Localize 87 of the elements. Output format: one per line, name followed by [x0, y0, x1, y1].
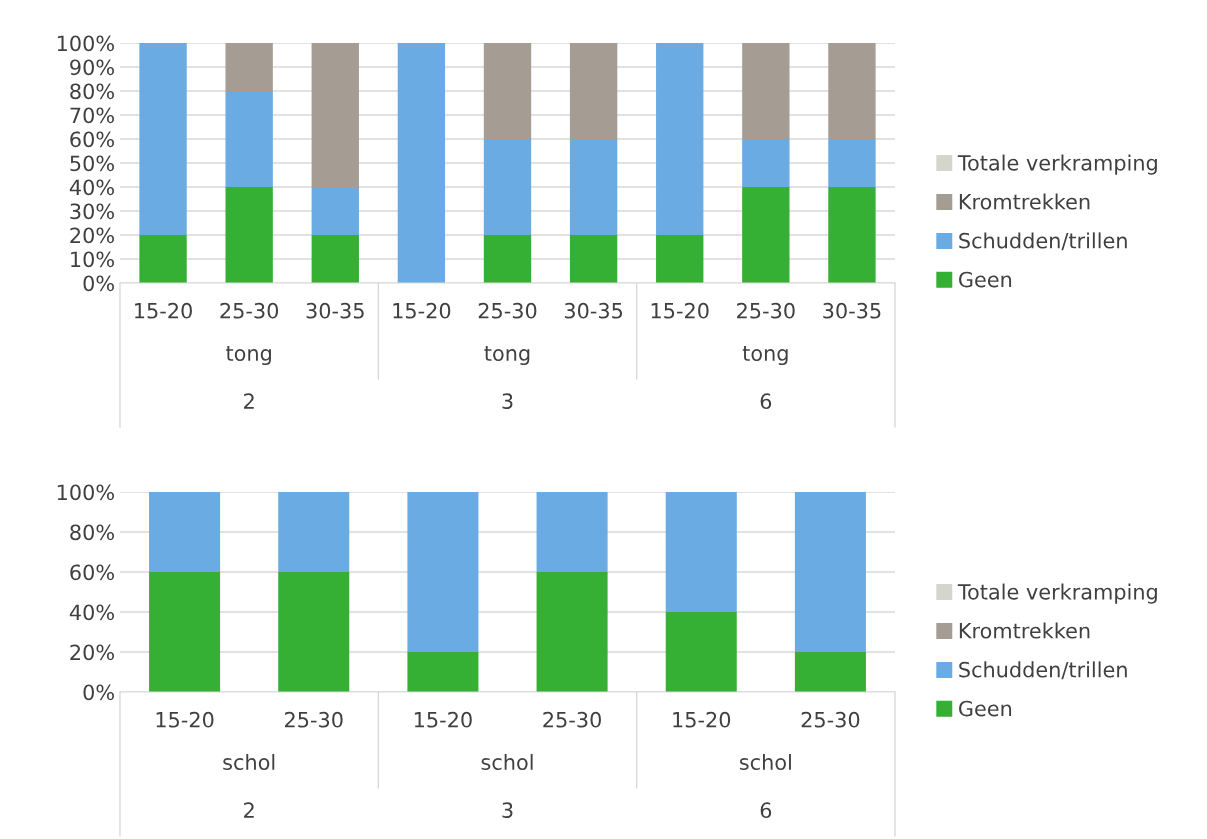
bar	[407, 492, 479, 652]
x-tick-label: 15-20	[651, 302, 709, 319]
x-tick-label: 15-20	[135, 302, 192, 319]
bar	[828, 43, 876, 139]
bar	[665, 492, 737, 612]
bar	[483, 43, 532, 139]
x-tick-label: 25-30	[543, 711, 601, 728]
x-tick-label: 30-35	[564, 302, 623, 319]
legend-label: Geen	[959, 271, 1012, 288]
text: schol	[739, 753, 791, 771]
bar	[483, 235, 532, 283]
bar	[742, 43, 790, 139]
bar	[149, 572, 221, 692]
bar	[149, 492, 221, 572]
x-tick-label: 15-20	[414, 711, 472, 728]
y-tick-label: 0%	[83, 684, 114, 701]
y-tick-label: 40%	[69, 604, 114, 621]
y-tick-label: 10%	[71, 251, 114, 268]
legend-label: Totale verkramping	[957, 583, 1157, 604]
bar	[742, 187, 790, 283]
text: schol	[223, 753, 275, 771]
bar	[139, 235, 187, 283]
bar	[397, 43, 446, 283]
bar	[225, 187, 273, 283]
y-tick-label: 100%	[57, 484, 114, 501]
text: tong	[226, 346, 271, 366]
x-tick-label: 25-30	[801, 711, 860, 728]
y-tick-label: 30%	[70, 203, 114, 220]
bar	[569, 43, 618, 139]
text: 2	[244, 393, 254, 409]
bar	[794, 652, 866, 692]
x-tick-label: 15-20	[156, 711, 214, 728]
bar	[311, 187, 359, 235]
bar	[536, 572, 608, 692]
y-tick-label: 0%	[83, 275, 114, 292]
x-tick-label: 25-30	[285, 711, 343, 728]
y-tick-label: 40%	[69, 179, 114, 196]
bar	[139, 43, 187, 235]
bar	[311, 235, 359, 283]
bar	[742, 139, 790, 187]
bar	[536, 492, 608, 572]
bar	[225, 43, 273, 91]
bar	[407, 652, 479, 692]
legend-label: Kromtrekken	[959, 193, 1090, 210]
legend-label: Schudden/trillen	[959, 232, 1127, 251]
legend-label: Kromtrekken	[959, 622, 1090, 639]
bar	[665, 612, 737, 692]
x-tick-label: 25-30	[220, 302, 279, 319]
text: 3	[502, 802, 513, 819]
text: tong	[484, 346, 530, 366]
y-tick-label: 20%	[70, 227, 114, 244]
y-tick-label: 50%	[70, 155, 114, 172]
y-tick-label: 100%	[57, 35, 114, 52]
text: 6	[760, 393, 772, 410]
y-tick-label: 80%	[70, 524, 114, 541]
bar	[794, 492, 866, 652]
y-tick-label: 70%	[70, 107, 114, 124]
bar	[828, 139, 876, 187]
bar	[569, 139, 618, 235]
bar	[828, 187, 876, 283]
bar	[483, 139, 532, 235]
legend-label: Totale verkramping	[957, 154, 1157, 175]
x-tick-label: 30-35	[823, 302, 881, 319]
text: 2	[244, 802, 254, 818]
y-tick-label: 60%	[70, 564, 114, 581]
bar	[656, 43, 704, 235]
text: 3	[502, 393, 513, 410]
x-tick-label: 15-20	[673, 711, 731, 728]
text: 6	[760, 802, 772, 819]
y-tick-label: 20%	[70, 644, 114, 661]
y-tick-label: 80%	[70, 83, 114, 100]
bar	[311, 43, 359, 187]
y-tick-label: 60%	[70, 131, 114, 148]
legend-label: Schudden/trillen	[959, 661, 1127, 680]
text: schol	[481, 753, 533, 771]
legend-label: Geen	[959, 700, 1012, 717]
bar	[569, 235, 618, 283]
x-tick-label: 25-30	[478, 302, 537, 319]
bar	[656, 235, 704, 283]
bar	[225, 91, 273, 187]
text: tong	[742, 346, 788, 366]
x-tick-label: 25-30	[737, 302, 795, 319]
x-tick-label: 15-20	[393, 302, 451, 319]
bar	[278, 572, 350, 692]
y-tick-label: 90%	[70, 59, 114, 76]
bar	[278, 492, 350, 572]
x-tick-label: 30-35	[306, 302, 364, 319]
